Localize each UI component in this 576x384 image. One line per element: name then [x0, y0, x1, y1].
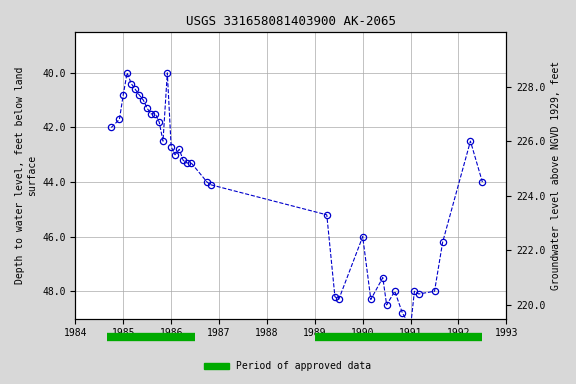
Title: USGS 331658081403900 AK-2065: USGS 331658081403900 AK-2065 [186, 15, 396, 28]
Y-axis label: Groundwater level above NGVD 1929, feet: Groundwater level above NGVD 1929, feet [551, 61, 561, 290]
Y-axis label: Depth to water level, feet below land
surface: Depth to water level, feet below land su… [15, 66, 37, 284]
Legend: Period of approved data: Period of approved data [200, 358, 376, 375]
